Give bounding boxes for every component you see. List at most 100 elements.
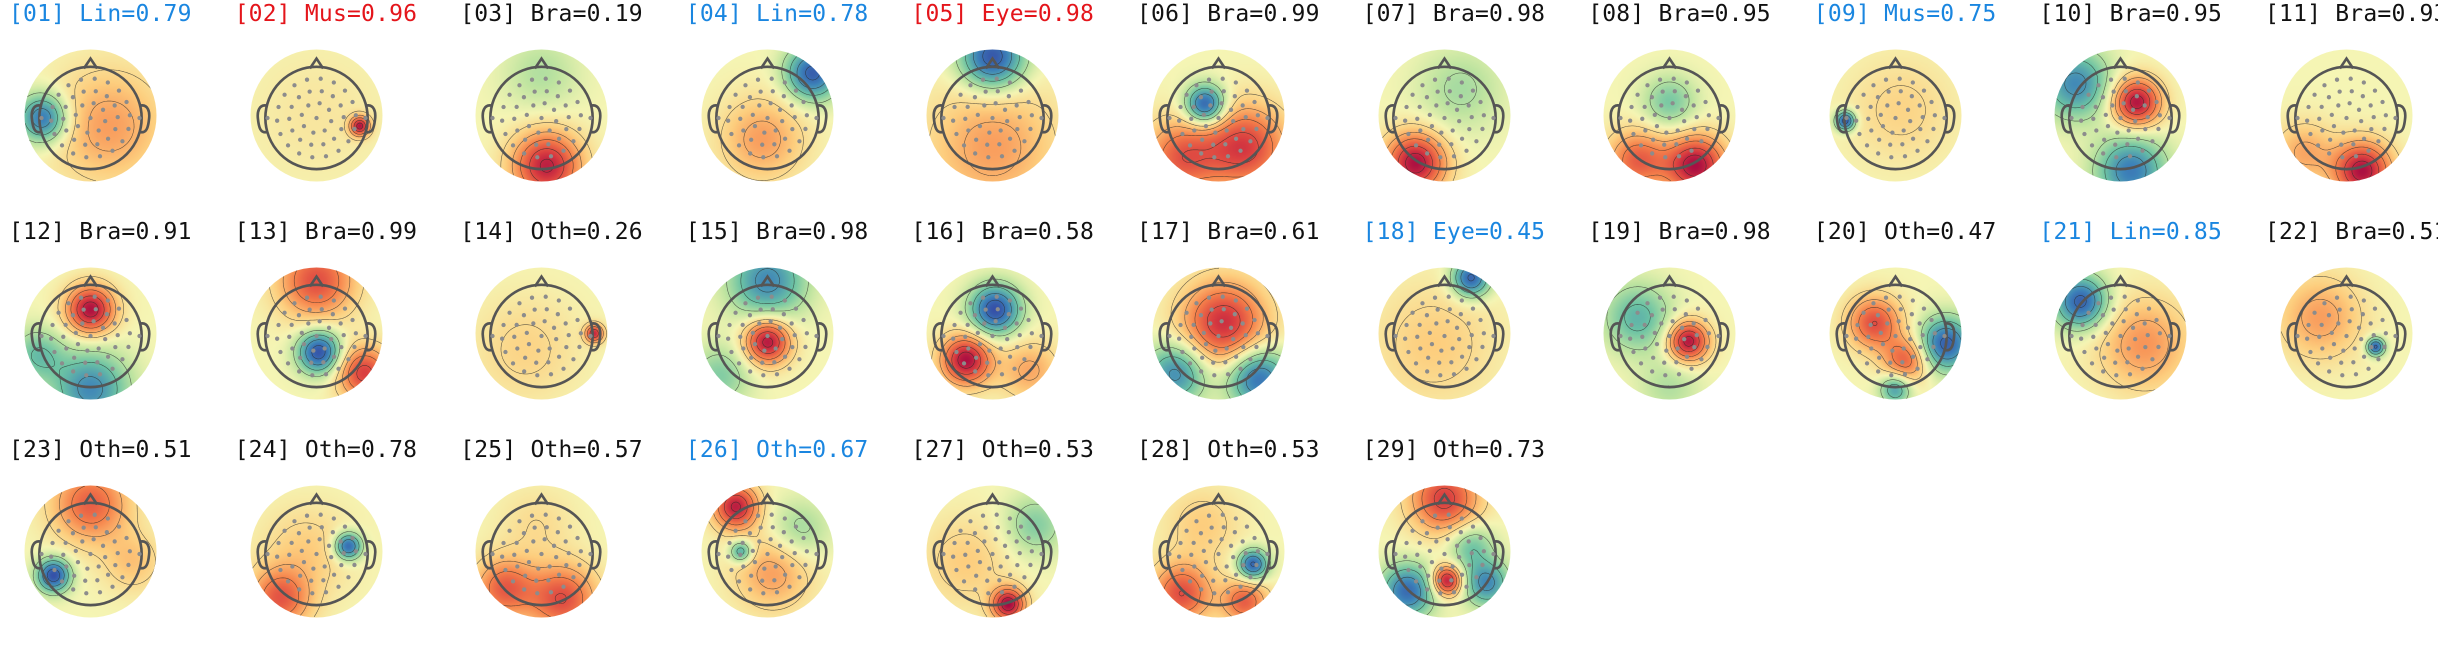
component-index: [20] — [1813, 219, 1870, 245]
component-index: [10] — [2039, 1, 2096, 27]
electrode-dot — [974, 355, 979, 360]
electrode-dot — [1689, 366, 1694, 371]
electrode-dot — [514, 104, 519, 109]
electrode-dot — [804, 113, 809, 118]
electrode-dot — [563, 321, 569, 326]
electrode-dot — [1178, 540, 1183, 546]
electrode-dot — [72, 573, 77, 578]
component-cell: [21] Lin=0.85 — [2030, 218, 2250, 433]
electrode-dot — [539, 551, 544, 557]
electrode-dot — [976, 112, 981, 117]
electrode-dot — [1469, 551, 1474, 556]
electrode-dot — [323, 590, 328, 595]
electrode-dot — [779, 554, 785, 560]
electrode-dot — [792, 551, 797, 556]
electrode-dot — [1650, 369, 1655, 374]
electrode-dot — [765, 333, 770, 339]
component-index: [09] — [1813, 1, 1870, 27]
electrode-dot — [85, 348, 90, 353]
electrode-dot — [789, 562, 795, 568]
electrode-dot — [297, 573, 302, 578]
electrode-dot — [2133, 118, 2138, 124]
electrode-dot — [296, 151, 301, 156]
electrode-dot — [105, 572, 111, 577]
electrode-dot — [965, 322, 971, 327]
electrode-dot — [338, 562, 344, 568]
electrode-dot — [1417, 564, 1423, 569]
electrode-dot — [1435, 89, 1440, 94]
electrode-dot — [1670, 319, 1675, 324]
component-label: Bra=0.98 — [1418, 1, 1546, 27]
electrode-dot — [115, 333, 120, 338]
component-title: [02] Mus=0.96 — [235, 0, 418, 28]
electrode-dot — [1888, 155, 1894, 160]
electrode-dot — [1419, 301, 1425, 306]
head-outline — [1158, 56, 1279, 171]
electrode-dot — [322, 128, 327, 133]
right-ear — [1042, 322, 1053, 352]
electrode-dot — [733, 310, 738, 315]
electrode-dot — [1425, 355, 1430, 360]
electrode-dot — [1466, 103, 1471, 108]
electrode-dot — [328, 554, 333, 560]
electrode-dot — [323, 154, 328, 159]
electrode-dot — [2094, 128, 2099, 133]
electrode-dot — [544, 525, 550, 530]
electrode-dot — [1664, 348, 1669, 353]
component-cell: [19] Bra=0.98 — [1579, 218, 1799, 433]
electrode-dot — [92, 512, 97, 517]
electrode-dot — [1618, 333, 1623, 339]
electrode-markers — [2069, 294, 2173, 378]
electrode-dot — [73, 548, 78, 553]
electrode-dot — [289, 104, 294, 109]
electrode-dot — [768, 319, 773, 324]
electrode-dot — [341, 115, 346, 120]
electrode-dot — [1880, 341, 1885, 347]
electrode-dot — [1005, 554, 1010, 560]
electrode-dot — [792, 115, 797, 120]
left-ear — [707, 322, 719, 352]
electrode-dot — [2136, 136, 2141, 141]
electrode-dot — [137, 115, 142, 121]
electrode-dot — [2131, 325, 2136, 330]
electrode-dot — [1910, 354, 1916, 359]
electrode-dot — [1392, 551, 1398, 557]
electrode-dot — [765, 551, 770, 557]
electrode-dot — [289, 128, 295, 133]
electrode-dot — [1220, 294, 1225, 299]
electrode-dot — [112, 103, 117, 108]
electrode-dot — [1201, 548, 1206, 553]
electrode-dot — [1470, 88, 1475, 93]
electrode-dot — [1224, 346, 1229, 351]
electrode-dot — [747, 369, 753, 374]
topomap — [250, 267, 383, 400]
electrode-dot — [1232, 94, 1237, 99]
topomap — [1378, 267, 1511, 400]
right-ear — [1944, 322, 1956, 352]
electrode-dot — [2317, 334, 2322, 339]
electrode-dot — [1211, 360, 1216, 365]
electrode-dot — [725, 336, 731, 341]
electrode-dot — [1199, 587, 1204, 592]
electrode-dot — [770, 525, 775, 530]
electrode-dot — [1177, 118, 1182, 123]
component-label: Bra=0.91 — [65, 219, 192, 245]
electrode-dot — [2167, 333, 2173, 339]
electrode-dot — [2096, 83, 2102, 88]
component-cell: [07] Bra=0.98 — [1354, 0, 1574, 215]
electrode-dot — [994, 76, 1000, 81]
electrode-dot — [1921, 88, 1926, 93]
electrode-dot — [535, 591, 540, 596]
electrode-dot — [313, 115, 319, 121]
electrode-dot — [543, 76, 549, 81]
electrode-dot — [781, 94, 786, 99]
electrode-dot — [2128, 154, 2133, 159]
electrode-dot — [1192, 128, 1197, 133]
component-title: [10] Bra=0.95 — [2039, 0, 2222, 28]
right-ear — [1493, 104, 1505, 134]
head-outline — [1384, 56, 1505, 171]
electrode-dot — [1191, 104, 1196, 109]
electrode-dot — [782, 354, 788, 359]
right-ear — [2395, 322, 2407, 352]
electrode-dot — [286, 552, 292, 557]
